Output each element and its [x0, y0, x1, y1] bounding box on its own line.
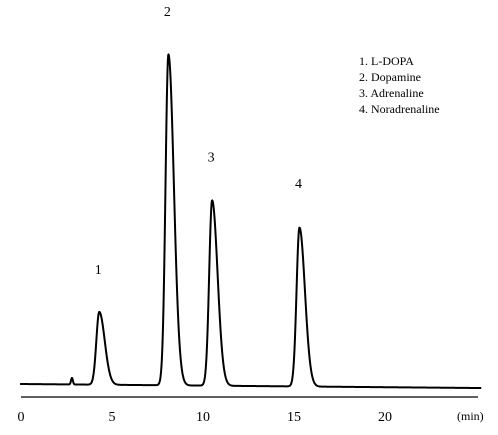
x-tick-label: 5 — [109, 410, 116, 425]
legend-entry: 1. L-DOPA — [359, 54, 414, 68]
legend-entry: 4. Noradrenaline — [359, 102, 440, 116]
peak-label-3: 3 — [208, 151, 215, 166]
peak-label-2: 2 — [164, 5, 171, 20]
peak-labels: 1 2 3 4 — [95, 5, 302, 278]
legend-entry: 3. Adrenaline — [359, 86, 424, 100]
peak-label-1: 1 — [95, 263, 102, 278]
x-tick-label: 15 — [287, 410, 301, 425]
legend: 1. L-DOPA 2. Dopamine 3. Adrenaline 4. Nora… — [359, 54, 440, 116]
legend-entry: 2. Dopamine — [359, 70, 421, 84]
chromatogram-trace — [19, 53, 482, 390]
x-axis-unit-label: (min) — [457, 409, 484, 423]
x-tick-label: 10 — [196, 410, 210, 425]
x-tick-label: 0 — [18, 410, 25, 425]
x-tick-labels: 0 5 10 15 20 — [18, 410, 393, 425]
x-tick-label: 20 — [378, 410, 392, 425]
peak-label-4: 4 — [295, 177, 302, 192]
